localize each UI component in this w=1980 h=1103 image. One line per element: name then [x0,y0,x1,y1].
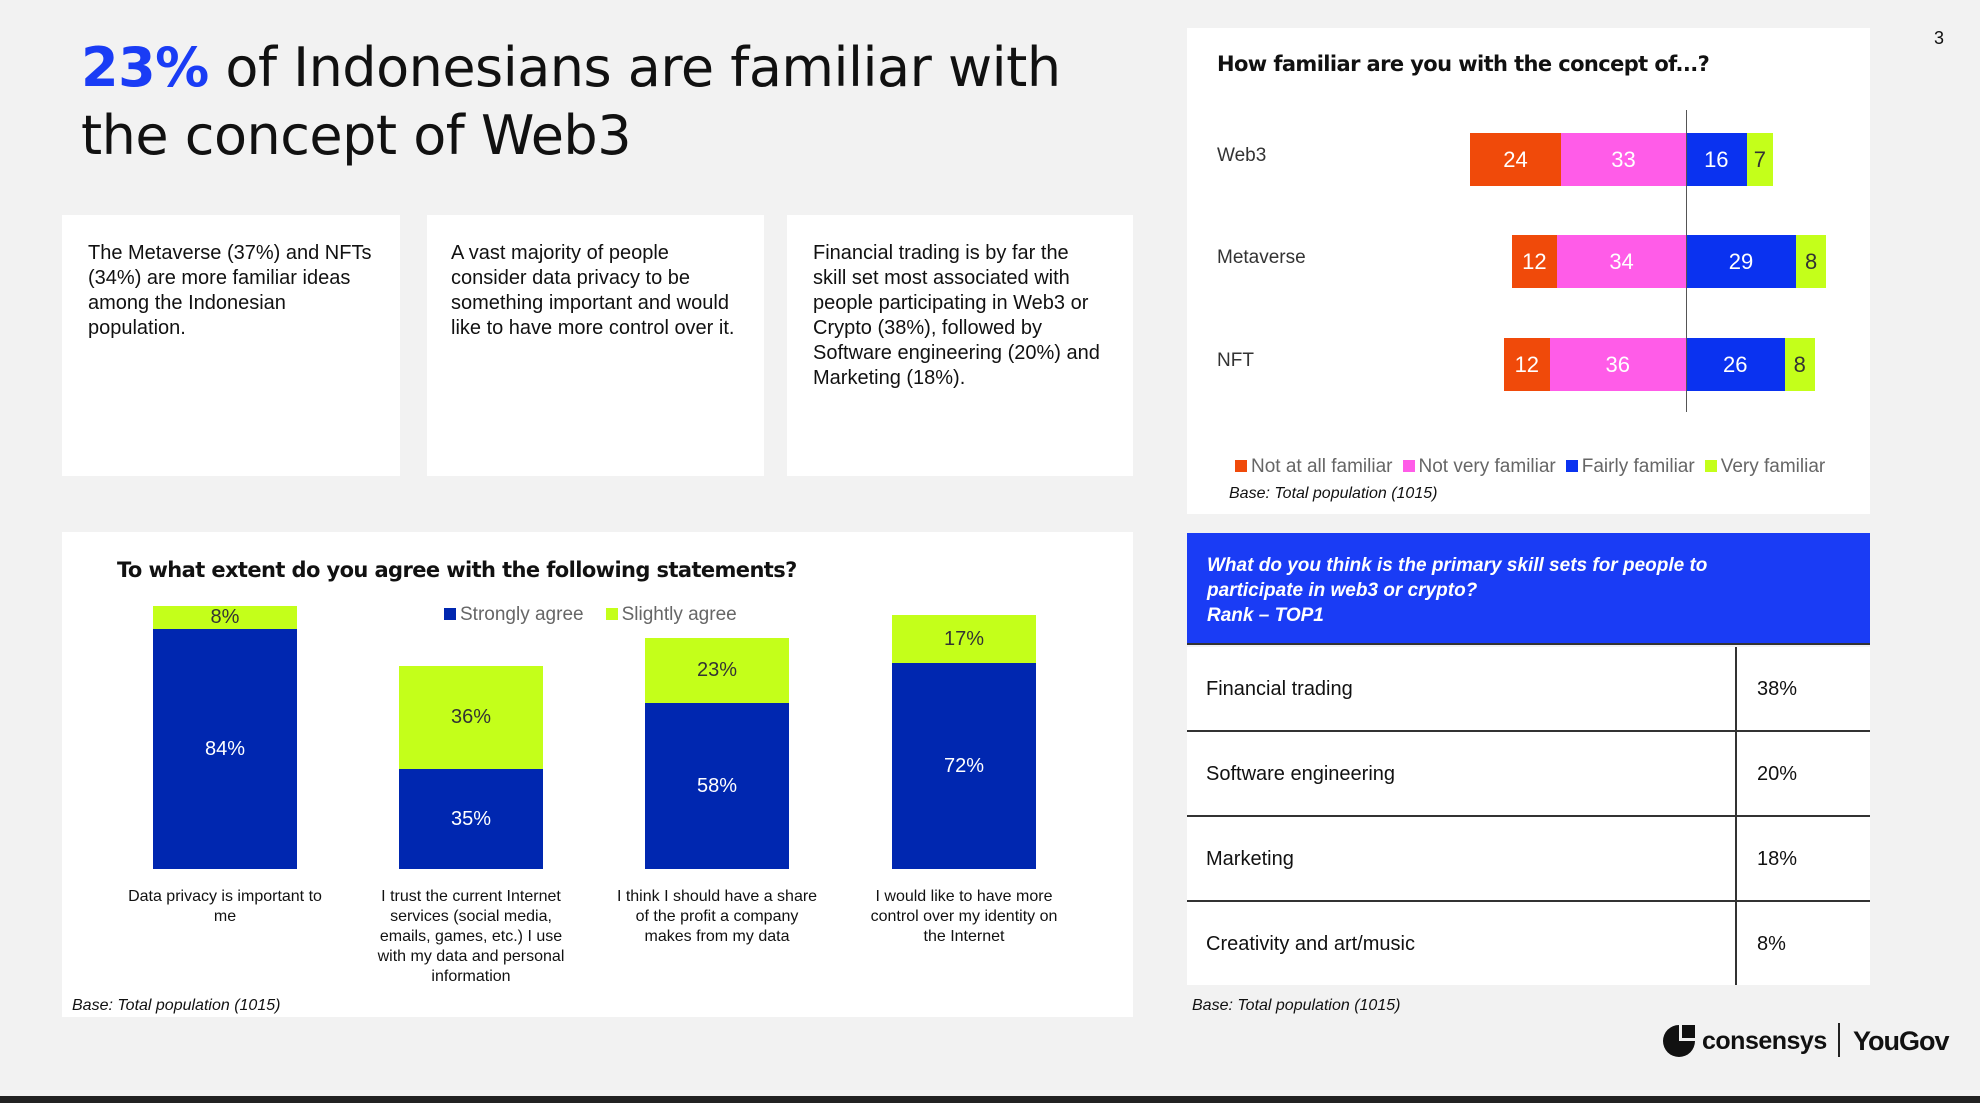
category-label: I would like to have more control over m… [870,888,1058,945]
legend-label: Not at all familiar [1251,456,1393,477]
bar-segment-strongly-agree: 35% [399,769,543,869]
logo-divider [1838,1023,1840,1057]
skill-name: Software engineering [1206,763,1396,785]
chart-title: To what extent do you agree with the fol… [117,558,797,582]
insight-card-3: Financial trading is by far the skill se… [787,215,1133,476]
consensys-logo: consensys [1662,1024,1827,1058]
legend-swatch [1704,460,1717,472]
page-title: 23% of Indonesians are familiar with the… [81,34,1161,170]
skill-name: Marketing [1206,848,1294,870]
legend-item: Strongly agree [444,604,584,626]
legend-item: Fairly familiar [1565,456,1695,478]
bar-segment-strongly-agree: 84% [153,629,297,869]
base-note: Base: Total population (1015) [72,997,281,1014]
legend-label: Strongly agree [460,604,584,625]
bar-segment-not-very-familiar: 34 [1557,235,1686,288]
bar-segment-slightly-agree: 8% [153,606,297,630]
yougov-logo: YouGov [1853,1026,1950,1056]
bar-segment-very-familiar: 8 [1784,338,1815,391]
table-question: What do you think is the primary skill s… [1207,555,1708,601]
consensys-mark-icon [1663,1025,1695,1057]
legend-swatch [605,608,618,620]
skill-name: Financial trading [1206,678,1353,700]
bar-segment-not-at-all-familiar: 24 [1469,133,1561,186]
bar-segment-very-familiar: 8 [1795,235,1827,288]
bar-segment-not-very-familiar: 36 [1549,338,1686,391]
skill-value: 8% [1735,902,1870,985]
base-note: Base: Total population (1015) [1192,997,1401,1014]
insight-text: The Metaverse (37%) and NFTs (34%) are m… [88,242,372,339]
legend-label: Very familiar [1720,456,1826,477]
chart-title: How familiar are you with the concept of… [1217,52,1710,76]
base-note: Base: Total population (1015) [1229,485,1438,502]
table-row: Marketing 18% [1187,817,1870,902]
table-row: Financial trading 38% [1187,647,1870,732]
legend-item: Very familiar [1704,456,1826,478]
familiarity-chart-panel: How familiar are you with the concept of… [1187,28,1870,514]
bar-segment-very-familiar: 7 [1746,133,1774,186]
legend-label: Slightly agree [621,604,737,625]
legend-label: Not very familiar [1418,456,1556,477]
table-rank: Rank – TOP1 [1207,605,1324,626]
insight-text: A vast majority of people consider data … [451,242,735,339]
table-row: Creativity and art/music 8% [1187,902,1870,985]
consensys-wordmark: consensys [1702,1026,1827,1055]
bar-segment-fairly-familiar: 29 [1686,235,1796,288]
legend-item: Not at all familiar [1235,456,1393,478]
bottom-bar [0,1096,1980,1103]
headline-text: of Indonesians are familiar with the con… [81,36,1061,167]
category-label: NFT [1217,350,1254,371]
skill-value: 38% [1735,647,1870,732]
skill-name: Creativity and art/music [1206,933,1415,955]
legend-swatch [444,608,456,620]
bar-segment-strongly-agree: 72% [892,663,1036,869]
agreement-chart-panel: To what extent do you agree with the fol… [62,532,1133,1017]
bar-segment-not-very-familiar: 33 [1560,133,1686,186]
chart-legend: Strongly agree Slightly agree [444,604,737,626]
bar-segment-strongly-agree: 58% [645,703,789,869]
insight-card-2: A vast majority of people consider data … [427,215,764,476]
zero-axis [1686,110,1687,412]
skills-table-header: What do you think is the primary skill s… [1187,533,1870,645]
page-number: 3 [1934,28,1945,48]
bar-segment-fairly-familiar: 16 [1686,133,1747,186]
legend-label: Fairly familiar [1581,456,1695,477]
category-label: Web3 [1217,145,1267,166]
legend-swatch [1402,460,1415,472]
legend-item: Slightly agree [605,604,737,626]
category-label: Data privacy is important to me [128,888,322,925]
bar-segment-slightly-agree: 17% [892,614,1036,664]
legend-swatch [1235,460,1247,472]
bar-segment-slightly-agree: 23% [645,637,789,704]
category-label: Metaverse [1217,247,1306,268]
chart-legend: Not at all familiar Not very familiar Fair… [1235,456,1825,478]
skill-value: 18% [1735,817,1870,902]
table-row: Software engineering 20% [1187,732,1870,817]
bar-segment-not-at-all-familiar: 12 [1511,235,1558,288]
category-label: I trust the current Internet services (s… [377,888,565,985]
insight-card-1: The Metaverse (37%) and NFTs (34%) are m… [62,215,400,476]
bar-segment-fairly-familiar: 26 [1686,338,1785,391]
bar-segment-not-at-all-familiar: 12 [1504,338,1550,391]
bar-segment-slightly-agree: 36% [399,666,543,770]
headline-highlight: 23% [81,36,209,99]
category-label: I think I should have a share of the pro… [616,888,818,945]
legend-swatch [1565,460,1578,472]
legend-item: Not very familiar [1402,456,1556,478]
insight-text: Financial trading is by far the skill se… [813,242,1100,389]
skill-value: 20% [1735,732,1870,817]
